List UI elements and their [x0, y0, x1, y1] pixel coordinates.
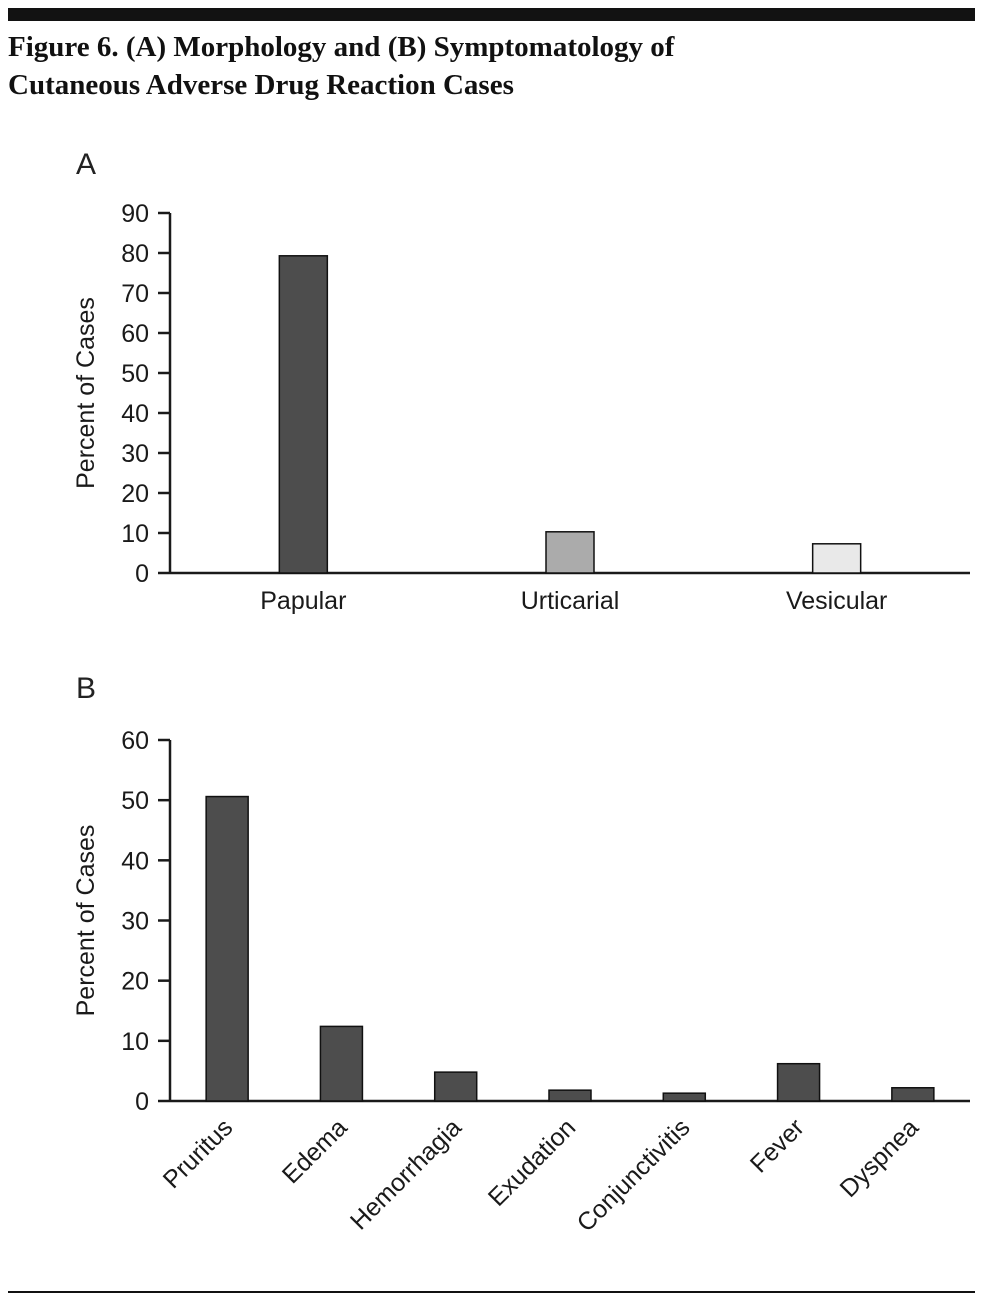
- bar-hemorrhagia: [433, 1071, 478, 1102]
- y-tick-label: 40: [121, 400, 149, 428]
- y-tick-label: 10: [121, 1028, 149, 1056]
- y-tick-label: 20: [121, 480, 149, 508]
- y-tick-label: 70: [121, 280, 149, 308]
- chart-b-symptomatology-bar-chart: 0 10 20 30 40 50 60 Percent of Cases Pruritus Ede…: [72, 727, 970, 1237]
- y-tick-label: 50: [121, 360, 149, 388]
- bar-exudation: [548, 1089, 592, 1102]
- bar-pruritus: [205, 795, 249, 1102]
- chart-a-morphology-bar-chart: 0 10 20 30 40 50 60 70 80 90 Percent of Cases Papul…: [72, 200, 970, 615]
- y-tick-label: 60: [121, 320, 149, 348]
- x-category-label: Pruritus: [158, 1113, 239, 1194]
- y-tick-label: 90: [121, 200, 149, 228]
- y-tick-label: 80: [121, 240, 149, 268]
- x-category-label: Urticarial: [521, 587, 620, 615]
- bar-fever: [776, 1062, 821, 1102]
- x-category-label: Exudation: [483, 1113, 581, 1211]
- x-category-label: Dyspnea: [835, 1113, 925, 1203]
- y-tick-label: 20: [121, 968, 149, 996]
- y-tick-label: 10: [121, 520, 149, 548]
- bar-urticarial: [545, 531, 595, 574]
- y-tick-label: 0: [135, 560, 149, 588]
- x-category-label: Vesicular: [786, 587, 887, 615]
- figure-title: Figure 6. (A) Morphology and (B) Symptom…: [8, 28, 968, 104]
- x-category-label: Edema: [277, 1113, 353, 1189]
- y-tick-label: 50: [121, 787, 149, 815]
- x-category-label: Papular: [260, 587, 346, 615]
- x-category-label: Fever: [745, 1113, 810, 1178]
- y-tick-label: 30: [121, 908, 149, 936]
- y-axis-title: Percent of Cases: [72, 825, 100, 1017]
- bar-papular: [278, 255, 329, 574]
- bar-dyspnea: [891, 1087, 935, 1102]
- x-category-label: Hemorrhagia: [345, 1113, 467, 1235]
- bottom-rule: [8, 1291, 975, 1293]
- bar-conjunctivitis: [662, 1092, 707, 1102]
- y-axis-title: Percent of Cases: [72, 297, 100, 489]
- panel-b-label: B: [76, 672, 97, 705]
- bar-edema: [319, 1025, 364, 1102]
- top-rule: [8, 8, 975, 21]
- bar-vesicular: [811, 543, 862, 574]
- y-tick-label: 60: [121, 727, 149, 755]
- x-category-label: Conjunctivitis: [572, 1113, 696, 1237]
- figure-title-line2: Cutaneous Adverse Drug Reaction Cases: [8, 69, 514, 101]
- y-tick-label: 0: [135, 1088, 149, 1116]
- figure-title-line1: Figure 6. (A) Morphology and (B) Symptom…: [8, 31, 675, 63]
- y-tick-label: 40: [121, 847, 149, 875]
- panel-a-label: A: [76, 148, 97, 181]
- y-tick-label: 30: [121, 440, 149, 468]
